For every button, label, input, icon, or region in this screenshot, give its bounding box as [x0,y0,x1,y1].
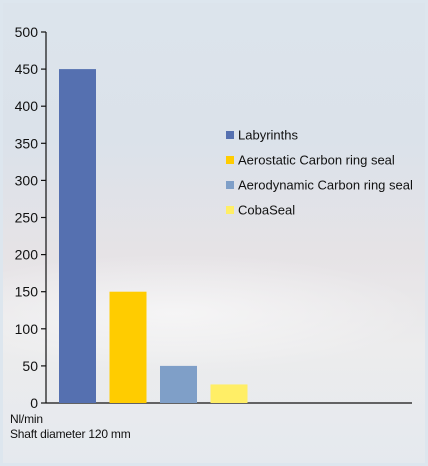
legend-swatch [226,131,234,139]
y-axis-unit-label: Nl/min [10,412,43,426]
y-tick-label: 250 [15,210,39,226]
bar-labyrinths [59,69,96,403]
axes [45,32,412,404]
y-tick-label: 100 [15,321,39,337]
bar-cobaseal [210,384,248,403]
legend-entry-label: CobaSeal [238,203,295,218]
legend-entry-label: Aerostatic Carbon ring seal [238,153,395,168]
y-tick-label: 400 [15,98,39,114]
y-tick-label: 300 [15,172,39,188]
y-tick-label: 0 [30,395,38,411]
legend-swatch [226,181,234,189]
legend: Labyrinths Aerostatic Carbon ring seal Aer… [226,128,413,218]
bars [59,69,248,403]
y-tick-labels: 0 50 100 150 200 250 300 350 400 450 500 [15,24,46,411]
y-tick-label: 350 [15,135,39,151]
y-tick-label: 500 [15,24,39,40]
y-tick-label: 450 [15,61,39,77]
legend-entry-label: Aerodynamic Carbon ring seal [238,178,413,193]
legend-swatch [226,156,234,164]
y-tick-label: 200 [15,247,39,263]
bar-aerodynamic-carbon-ring-seal [160,365,197,403]
legend-entry-label: Labyrinths [238,128,298,143]
legend-swatch [226,206,234,214]
chart-subtitle: Shaft diameter 120 mm [10,427,131,441]
bar-aerostatic-carbon-ring-seal [109,291,147,403]
y-tick-label: 150 [15,284,39,300]
y-tick-label: 50 [22,358,38,374]
